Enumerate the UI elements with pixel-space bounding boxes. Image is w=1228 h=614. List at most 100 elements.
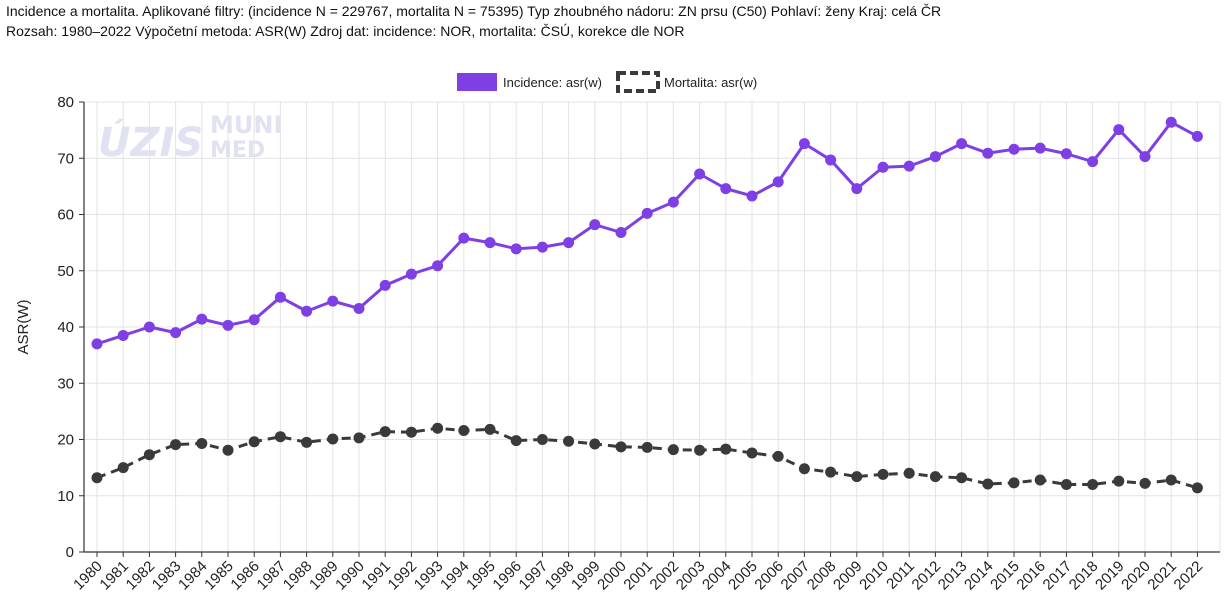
data-point-incidence[interactable] xyxy=(1060,148,1072,160)
x-tick-label: 2017 xyxy=(1040,558,1076,594)
data-point-mortalita[interactable] xyxy=(248,436,260,448)
data-point-incidence[interactable] xyxy=(694,168,706,180)
data-point-mortalita[interactable] xyxy=(1165,474,1177,486)
data-point-mortalita[interactable] xyxy=(196,437,208,449)
data-point-mortalita[interactable] xyxy=(301,436,313,448)
data-point-mortalita[interactable] xyxy=(1008,477,1020,489)
data-point-mortalita[interactable] xyxy=(170,439,182,451)
data-point-mortalita[interactable] xyxy=(956,472,968,484)
data-point-mortalita[interactable] xyxy=(615,441,627,453)
data-point-mortalita[interactable] xyxy=(772,450,784,462)
data-point-incidence[interactable] xyxy=(170,327,182,339)
data-point-incidence[interactable] xyxy=(222,319,234,331)
x-tick-label: 1983 xyxy=(149,558,185,594)
data-point-mortalita[interactable] xyxy=(274,431,286,443)
data-point-mortalita[interactable] xyxy=(1113,475,1125,487)
data-point-incidence[interactable] xyxy=(1087,156,1099,168)
data-point-mortalita[interactable] xyxy=(589,438,601,450)
data-point-incidence[interactable] xyxy=(877,161,889,173)
data-point-incidence[interactable] xyxy=(405,268,417,280)
data-point-incidence[interactable] xyxy=(1008,143,1020,155)
data-point-incidence[interactable] xyxy=(746,190,758,202)
data-point-mortalita[interactable] xyxy=(143,449,155,461)
data-point-incidence[interactable] xyxy=(536,241,548,253)
data-point-mortalita[interactable] xyxy=(903,467,915,479)
data-point-incidence[interactable] xyxy=(982,147,994,159)
x-tick-label: 2010 xyxy=(856,558,892,594)
data-point-mortalita[interactable] xyxy=(667,444,679,456)
data-point-incidence[interactable] xyxy=(301,305,313,317)
data-point-mortalita[interactable] xyxy=(1191,482,1203,494)
data-point-mortalita[interactable] xyxy=(563,435,575,447)
data-point-incidence[interactable] xyxy=(327,295,339,307)
data-point-incidence[interactable] xyxy=(851,183,863,195)
data-point-incidence[interactable] xyxy=(825,154,837,166)
data-point-mortalita[interactable] xyxy=(1087,479,1099,490)
data-point-incidence[interactable] xyxy=(929,151,941,163)
data-point-mortalita[interactable] xyxy=(432,422,444,434)
data-point-mortalita[interactable] xyxy=(117,462,129,474)
data-point-mortalita[interactable] xyxy=(694,444,706,456)
x-tick-label: 1999 xyxy=(568,558,604,594)
data-point-incidence[interactable] xyxy=(615,227,627,238)
data-point-incidence[interactable] xyxy=(432,260,444,272)
x-tick-label: 2016 xyxy=(1013,558,1049,594)
legend-item-incidence[interactable]: Incidence: asr(w) xyxy=(457,73,602,91)
data-point-mortalita[interactable] xyxy=(458,425,470,436)
data-point-mortalita[interactable] xyxy=(327,433,339,445)
data-point-incidence[interactable] xyxy=(379,279,391,291)
data-point-incidence[interactable] xyxy=(248,314,260,326)
data-point-mortalita[interactable] xyxy=(484,423,496,435)
legend-item-mortalita[interactable]: Mortalita: asr(w) xyxy=(616,71,757,93)
data-point-mortalita[interactable] xyxy=(510,435,522,447)
data-point-incidence[interactable] xyxy=(143,321,155,333)
data-point-incidence[interactable] xyxy=(563,237,575,249)
x-tick-label: 2002 xyxy=(647,558,683,594)
data-point-incidence[interactable] xyxy=(720,183,732,195)
data-point-incidence[interactable] xyxy=(589,219,601,231)
data-point-incidence[interactable] xyxy=(641,207,653,219)
data-point-mortalita[interactable] xyxy=(929,471,941,483)
x-axis-ticks: 1980198119821983198419851986198719881989… xyxy=(70,552,1206,593)
data-point-mortalita[interactable] xyxy=(798,463,810,475)
data-point-incidence[interactable] xyxy=(1113,124,1125,136)
data-point-incidence[interactable] xyxy=(903,160,915,172)
data-point-mortalita[interactable] xyxy=(1060,479,1072,490)
x-tick-label: 1980 xyxy=(70,558,106,594)
data-point-mortalita[interactable] xyxy=(353,432,365,444)
data-point-mortalita[interactable] xyxy=(91,472,103,484)
data-point-mortalita[interactable] xyxy=(877,468,889,480)
data-point-incidence[interactable] xyxy=(772,176,784,188)
data-point-incidence[interactable] xyxy=(1165,116,1177,128)
data-point-mortalita[interactable] xyxy=(641,441,653,453)
data-point-mortalita[interactable] xyxy=(222,444,234,456)
data-point-incidence[interactable] xyxy=(1139,151,1151,163)
data-point-mortalita[interactable] xyxy=(405,426,417,438)
data-point-incidence[interactable] xyxy=(667,196,679,208)
data-point-incidence[interactable] xyxy=(798,138,810,150)
data-point-incidence[interactable] xyxy=(196,313,208,325)
data-point-incidence[interactable] xyxy=(458,232,470,244)
data-point-mortalita[interactable] xyxy=(720,443,732,455)
data-point-incidence[interactable] xyxy=(274,291,286,303)
data-point-incidence[interactable] xyxy=(91,338,103,350)
legend[interactable]: Incidence: asr(w) Mortalita: asr(w) xyxy=(457,71,757,93)
data-point-mortalita[interactable] xyxy=(1139,477,1151,489)
data-point-mortalita[interactable] xyxy=(851,471,863,483)
data-point-mortalita[interactable] xyxy=(1034,474,1046,486)
data-point-mortalita[interactable] xyxy=(982,478,994,490)
data-point-incidence[interactable] xyxy=(1191,130,1203,142)
x-tick-label: 1987 xyxy=(254,558,290,594)
data-point-incidence[interactable] xyxy=(1034,142,1046,154)
data-point-incidence[interactable] xyxy=(956,138,968,150)
data-point-incidence[interactable] xyxy=(510,243,522,255)
data-point-mortalita[interactable] xyxy=(746,447,758,459)
data-point-incidence[interactable] xyxy=(484,237,496,249)
data-point-incidence[interactable] xyxy=(353,302,365,314)
data-point-mortalita[interactable] xyxy=(536,434,548,445)
data-point-mortalita[interactable] xyxy=(825,466,837,478)
muni-logo-watermark-top: MUNI xyxy=(210,111,282,139)
data-point-mortalita[interactable] xyxy=(379,426,391,438)
data-point-incidence[interactable] xyxy=(117,329,129,341)
x-tick-label: 2001 xyxy=(620,558,656,594)
